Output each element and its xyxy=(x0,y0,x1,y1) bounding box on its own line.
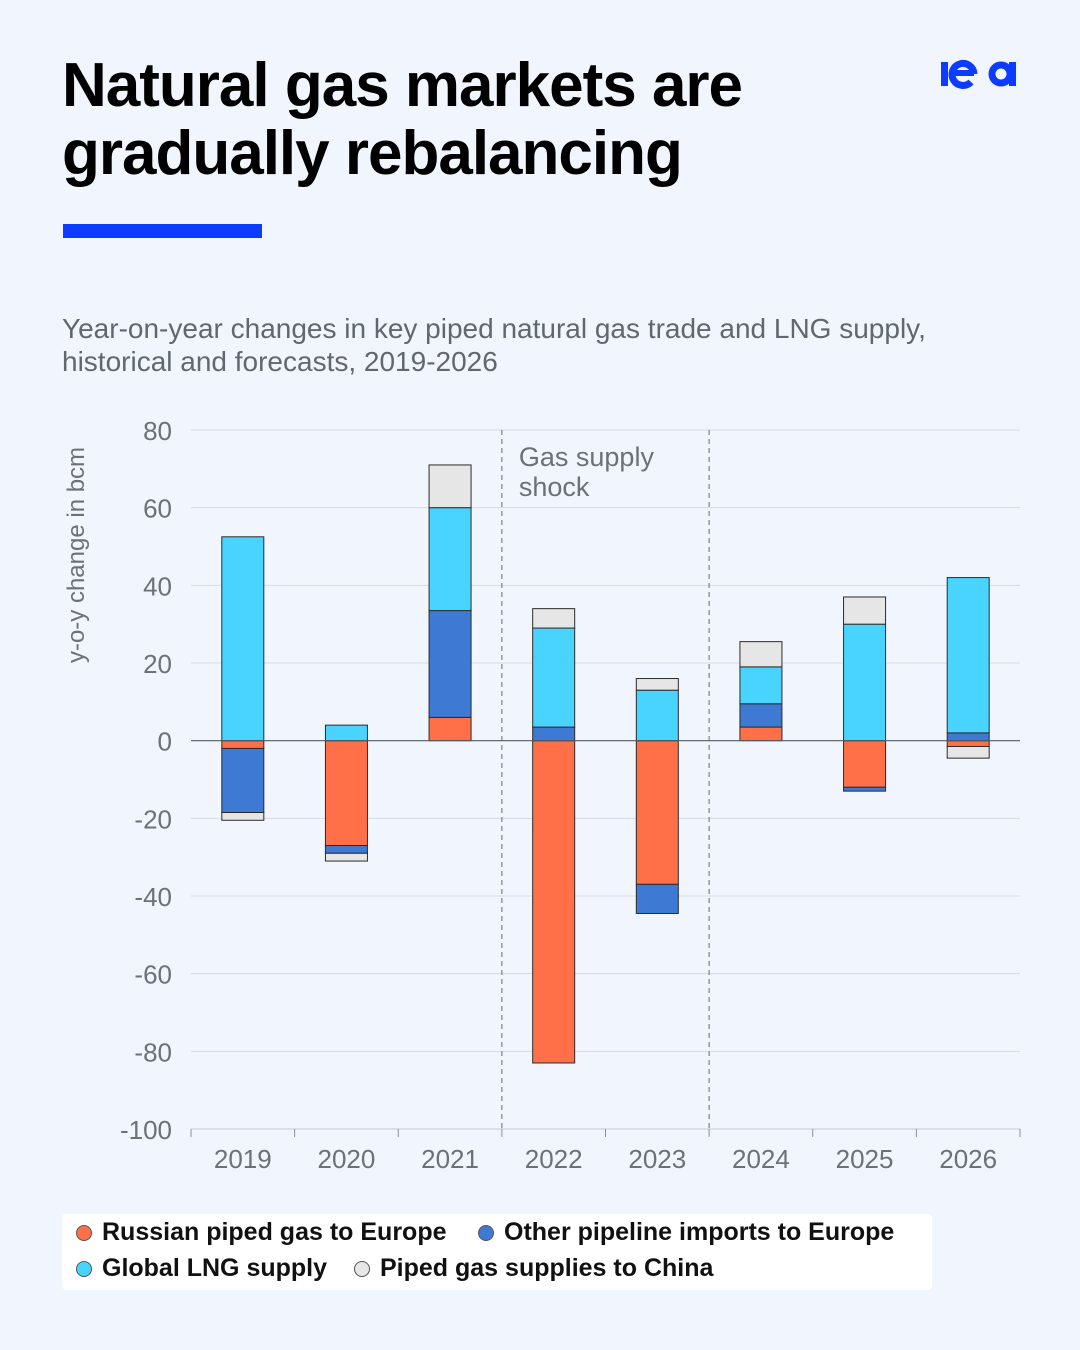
bar-segment xyxy=(946,577,990,734)
page-title: Natural gas markets are gradually rebala… xyxy=(62,51,743,188)
bar-segment xyxy=(635,678,679,691)
legend-swatch-icon xyxy=(76,1224,92,1241)
x-tick-label: 2021 xyxy=(421,1144,479,1174)
legend-label: Other pipeline imports to Europe xyxy=(504,1218,895,1246)
x-tick-label: 2020 xyxy=(318,1144,376,1174)
bar-segment xyxy=(324,724,368,742)
bar-segment xyxy=(739,641,783,668)
x-tick-label: 2025 xyxy=(836,1144,894,1174)
bar-segment xyxy=(221,747,265,814)
bar-segment xyxy=(739,726,783,742)
y-tick-label: -40 xyxy=(134,882,172,912)
bar-segment xyxy=(739,666,783,705)
y-tick-label: -20 xyxy=(134,804,172,834)
bar-segment xyxy=(221,740,265,749)
x-tick-label: 2023 xyxy=(628,1144,686,1174)
bar-segment xyxy=(221,536,265,742)
bar-segment xyxy=(843,623,887,742)
bar-segment xyxy=(324,852,368,862)
y-tick-label: -60 xyxy=(134,960,172,990)
legend-swatch-icon xyxy=(478,1224,494,1241)
bar-segment xyxy=(635,689,679,742)
bar-segment xyxy=(635,740,679,885)
bar-segment xyxy=(946,740,990,747)
legend-label: Global LNG supply xyxy=(102,1254,328,1282)
y-axis-label: y-o-y change in bcm xyxy=(63,447,90,663)
legend-item-russian-piped-gas: Russian piped gas to Europe xyxy=(76,1218,447,1247)
legend-item-piped-china: Piped gas supplies to China xyxy=(354,1254,713,1283)
y-tick-label: -80 xyxy=(134,1037,172,1067)
iea-logo-icon xyxy=(941,59,1016,89)
legend-swatch-icon xyxy=(354,1260,370,1277)
y-tick-label: 20 xyxy=(143,649,172,679)
bar-segment xyxy=(221,812,265,821)
bar-segment xyxy=(532,740,576,1064)
bar-segment xyxy=(532,608,576,629)
x-tick-label: 2026 xyxy=(939,1144,997,1174)
stacked-bar-chart: 80 60 40 20 0 -20 -40 -60 -80 -100 y-o-y change in… xyxy=(63,416,1021,1174)
chart-legend: Russian piped gas to Europe Other pipeli… xyxy=(62,1214,932,1290)
y-tick-label: 80 xyxy=(143,416,172,446)
y-tick-label: 0 xyxy=(158,727,172,757)
bar-segment xyxy=(324,845,368,854)
bar-segment xyxy=(532,726,576,742)
y-tick-label: -100 xyxy=(120,1115,172,1145)
bar-segment xyxy=(532,627,576,728)
annotation-label: shock xyxy=(519,472,590,502)
bar-segment xyxy=(843,786,887,792)
bar-segment xyxy=(428,610,472,718)
legend-label: Piped gas supplies to China xyxy=(380,1254,714,1282)
legend-item-global-lng: Global LNG supply xyxy=(76,1254,327,1283)
legend-swatch-icon xyxy=(76,1260,92,1277)
x-tick-label: 2022 xyxy=(525,1144,583,1174)
bar-segment xyxy=(324,740,368,847)
title-accent-bar xyxy=(63,224,262,238)
x-tick-label: 2019 xyxy=(214,1144,272,1174)
bar-segment xyxy=(635,883,679,914)
chart-subtitle: Year-on-year changes in key piped natura… xyxy=(62,313,926,377)
bar-segment xyxy=(946,732,990,742)
bar-segment xyxy=(739,703,783,728)
bar-segment xyxy=(946,745,990,759)
bar-segment xyxy=(428,507,472,612)
legend-item-other-pipeline: Other pipeline imports to Europe xyxy=(478,1218,894,1247)
y-tick-label: 40 xyxy=(143,571,172,601)
y-tick-label: 60 xyxy=(143,494,172,524)
bar-segment xyxy=(428,716,472,742)
x-tick-label: 2024 xyxy=(732,1144,790,1174)
legend-label: Russian piped gas to Europe xyxy=(102,1218,447,1246)
bar-segment xyxy=(428,464,472,509)
bar-segment xyxy=(843,740,887,788)
annotation-label: Gas supply xyxy=(519,442,655,472)
bar-segment xyxy=(843,596,887,625)
